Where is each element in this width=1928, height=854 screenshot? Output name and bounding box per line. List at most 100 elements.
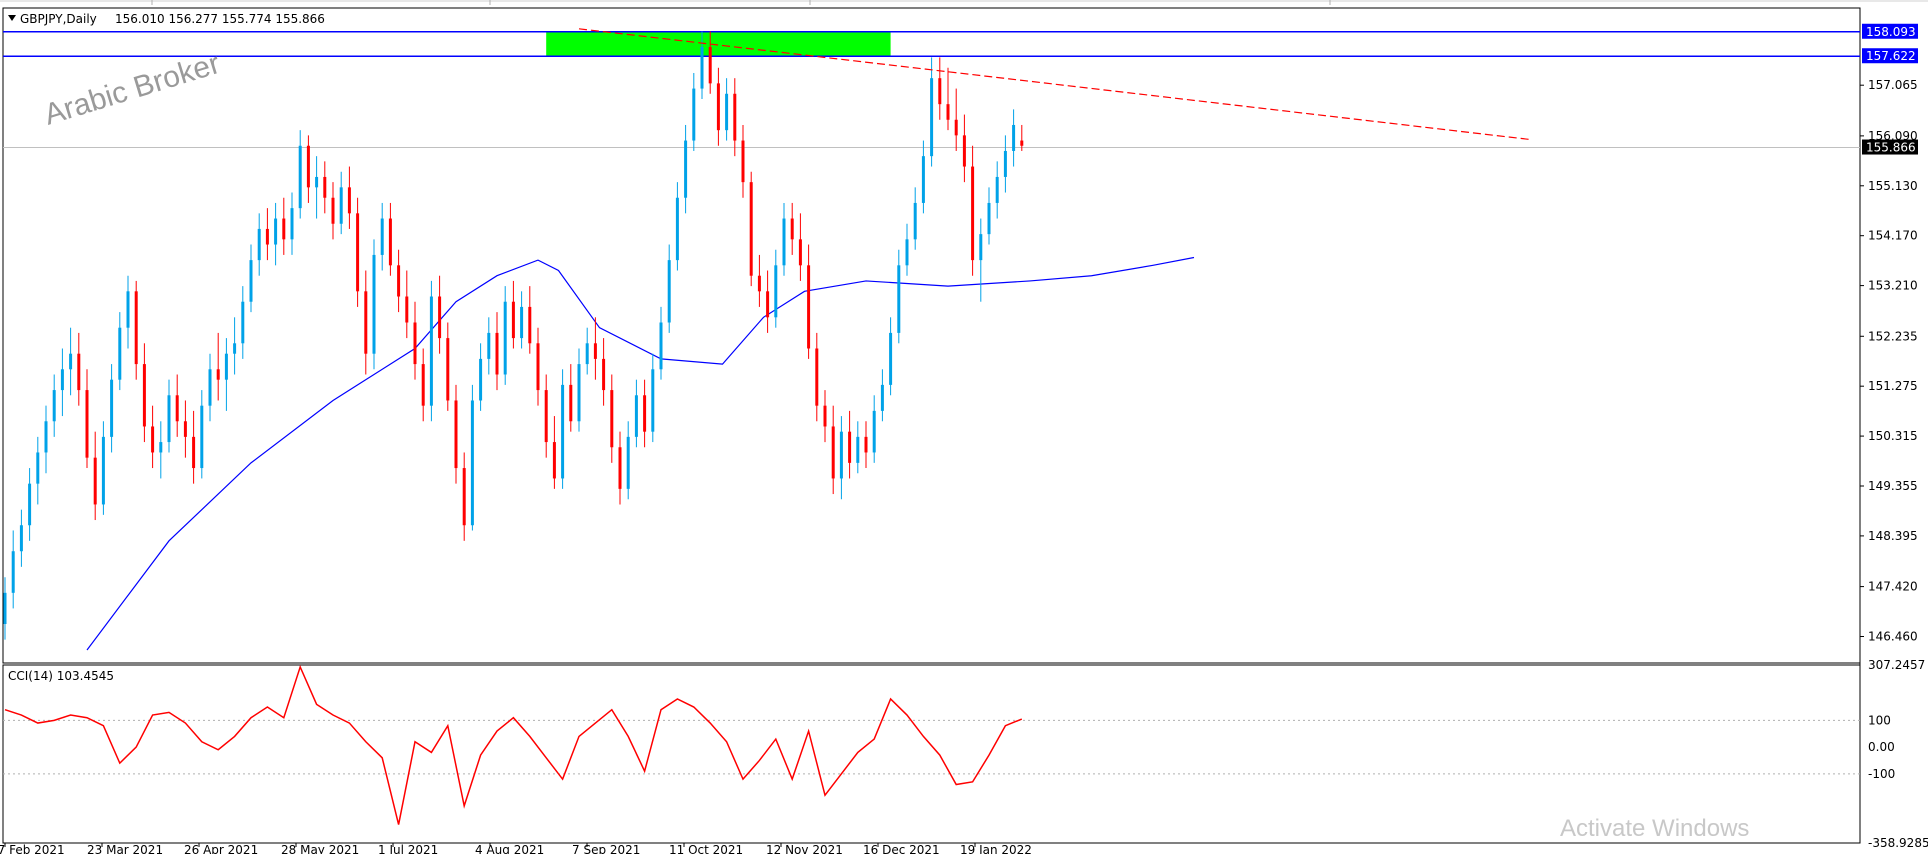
candle-body <box>749 182 753 276</box>
resistance-zone <box>546 31 891 57</box>
candle-body <box>372 254 376 354</box>
cci-tick-label: 307.2457 <box>1868 658 1925 672</box>
candle-body <box>274 218 278 245</box>
candle-body <box>339 187 343 224</box>
y-tick-label: 155.130 <box>1868 179 1918 193</box>
x-tick-label: 26 Apr 2021 <box>184 843 258 854</box>
candle-body <box>241 301 245 344</box>
candle-body <box>282 218 286 240</box>
trend-line <box>578 28 1531 141</box>
candle-body <box>19 525 23 552</box>
candle-body <box>388 218 392 266</box>
candle-body <box>200 405 204 469</box>
candle-body <box>167 395 171 443</box>
candle-body <box>659 322 663 370</box>
y-tick-label: 152.235 <box>1868 329 1918 343</box>
y-tick-label: 153.210 <box>1868 279 1918 293</box>
candle-body <box>782 218 786 266</box>
candle-body <box>930 78 934 157</box>
candle-body <box>118 327 122 380</box>
candle-body <box>142 364 146 427</box>
x-tick-label: 19 Jan 2022 <box>960 843 1032 854</box>
candle-body <box>454 400 458 469</box>
candle-body <box>151 426 155 453</box>
toolbar-strip <box>0 0 1928 5</box>
candle-body <box>134 291 138 365</box>
candle-body <box>675 197 679 261</box>
moving-average-line <box>86 256 1195 651</box>
candle-body <box>380 218 384 255</box>
ohlc-readout: 156.010 156.277 155.774 155.866 <box>115 12 325 26</box>
candle-body <box>700 46 704 89</box>
y-tick-label: 146.460 <box>1868 629 1918 643</box>
candle-body <box>315 176 319 188</box>
dropdown-arrow-icon[interactable] <box>8 15 16 21</box>
candle-body <box>536 343 540 391</box>
candle-body <box>28 483 32 526</box>
cci-tick-label: -358.9285 <box>1868 836 1928 850</box>
candle-body <box>356 213 360 292</box>
cci-tick-label: 100 <box>1868 713 1891 727</box>
candle-body <box>815 348 819 406</box>
candle-body <box>479 358 483 401</box>
candle-body <box>741 140 745 183</box>
cci-layer <box>3 664 1860 825</box>
candle-body <box>561 384 565 479</box>
candle-body <box>872 410 876 453</box>
x-tick-label: 12 Nov 2021 <box>766 843 843 854</box>
candle-body <box>487 332 491 359</box>
candle-body <box>790 218 794 240</box>
candle-body <box>618 447 622 489</box>
candle-body <box>298 145 302 209</box>
candle-body <box>249 260 253 302</box>
candle-body <box>60 369 64 391</box>
candle-body <box>602 358 606 391</box>
cci-line <box>4 664 1023 825</box>
current-price-label: 155.866 <box>1866 141 1916 155</box>
level-price-label: 158.093 <box>1866 25 1916 39</box>
candle-body <box>716 83 720 131</box>
candle-body <box>585 343 589 365</box>
candle-body <box>651 369 655 432</box>
candle-body <box>569 384 573 422</box>
candle-body <box>667 260 671 323</box>
candle-body <box>864 436 868 453</box>
candle-body <box>610 390 614 448</box>
candle-body <box>823 405 827 427</box>
candle-body <box>798 239 802 266</box>
candle-body <box>110 379 114 437</box>
cci-title[interactable]: CCI(14) 103.4545 <box>8 669 114 683</box>
candle-body <box>757 275 761 292</box>
candle-body <box>36 452 40 484</box>
candle-body <box>692 88 696 141</box>
candle-body <box>429 296 433 406</box>
level-price-tag <box>1862 48 1918 64</box>
candle-body <box>503 301 507 375</box>
candle-body <box>643 395 647 432</box>
candle-body <box>331 197 335 224</box>
candle-body <box>265 228 269 245</box>
candle-body <box>1003 150 1007 177</box>
y-tick-label: 148.395 <box>1868 529 1918 543</box>
candle-body <box>634 395 638 437</box>
candle-body <box>183 421 187 437</box>
cci-tick-label: 0.00 <box>1868 740 1895 754</box>
symbol-title[interactable]: GBPJPY,Daily <box>20 12 97 26</box>
candle-body <box>905 239 909 266</box>
candle-body <box>544 390 548 443</box>
candle-body <box>85 390 89 458</box>
candle-body <box>733 93 737 141</box>
candle-body <box>11 551 15 593</box>
candle-body <box>938 78 942 105</box>
candle-body <box>208 369 212 406</box>
candle-body <box>987 202 991 235</box>
candle-body <box>438 296 442 339</box>
candle-body <box>462 468 466 526</box>
candle-body <box>1012 124 1016 151</box>
candle-body <box>495 332 499 375</box>
candle-body <box>290 208 294 240</box>
candle-body <box>552 442 556 479</box>
candle-body <box>897 265 901 333</box>
candle-body <box>397 265 401 297</box>
candle-body <box>470 400 474 526</box>
